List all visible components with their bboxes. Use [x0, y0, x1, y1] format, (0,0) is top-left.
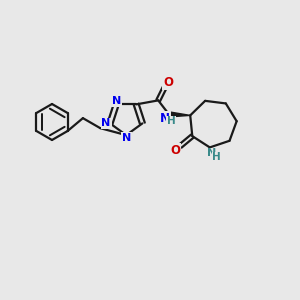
- Text: N: N: [207, 148, 216, 158]
- Text: N: N: [101, 118, 111, 128]
- Text: N: N: [122, 133, 131, 143]
- Text: N: N: [112, 96, 121, 106]
- Polygon shape: [169, 112, 190, 117]
- Text: H: H: [212, 152, 221, 162]
- Text: N: N: [160, 112, 170, 125]
- Text: O: O: [170, 144, 180, 157]
- Text: O: O: [163, 76, 173, 89]
- Text: H: H: [167, 116, 176, 126]
